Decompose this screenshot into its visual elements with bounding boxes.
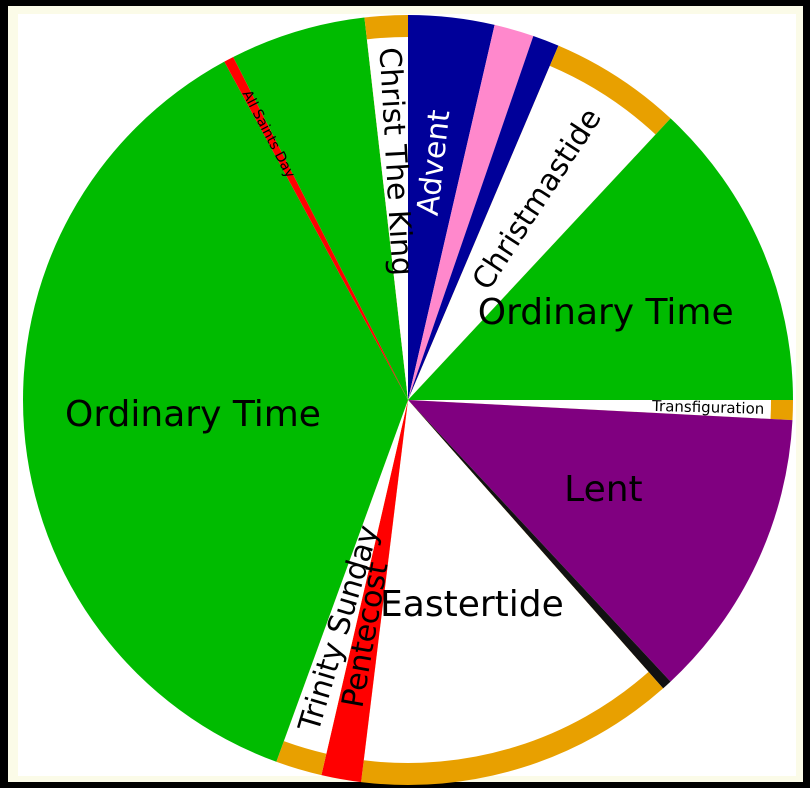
slice	[23, 61, 408, 762]
slice	[366, 37, 408, 400]
slice-label: Ordinary Time	[65, 394, 321, 435]
slice	[408, 400, 771, 419]
slice	[224, 56, 408, 400]
slice	[408, 118, 793, 400]
slice	[408, 65, 656, 400]
slice-label: Transfiguration	[651, 397, 765, 418]
slice	[233, 17, 408, 401]
slice	[363, 400, 649, 763]
slice	[321, 400, 408, 783]
slice	[408, 400, 793, 682]
slice-label: Eastertide	[380, 584, 564, 625]
slice	[408, 400, 671, 689]
slice	[408, 15, 495, 400]
slice	[408, 35, 559, 401]
slice-label: Lent	[564, 469, 643, 510]
slice	[283, 400, 408, 754]
slice-label: Ordinary Time	[478, 292, 734, 333]
slice	[408, 24, 534, 401]
